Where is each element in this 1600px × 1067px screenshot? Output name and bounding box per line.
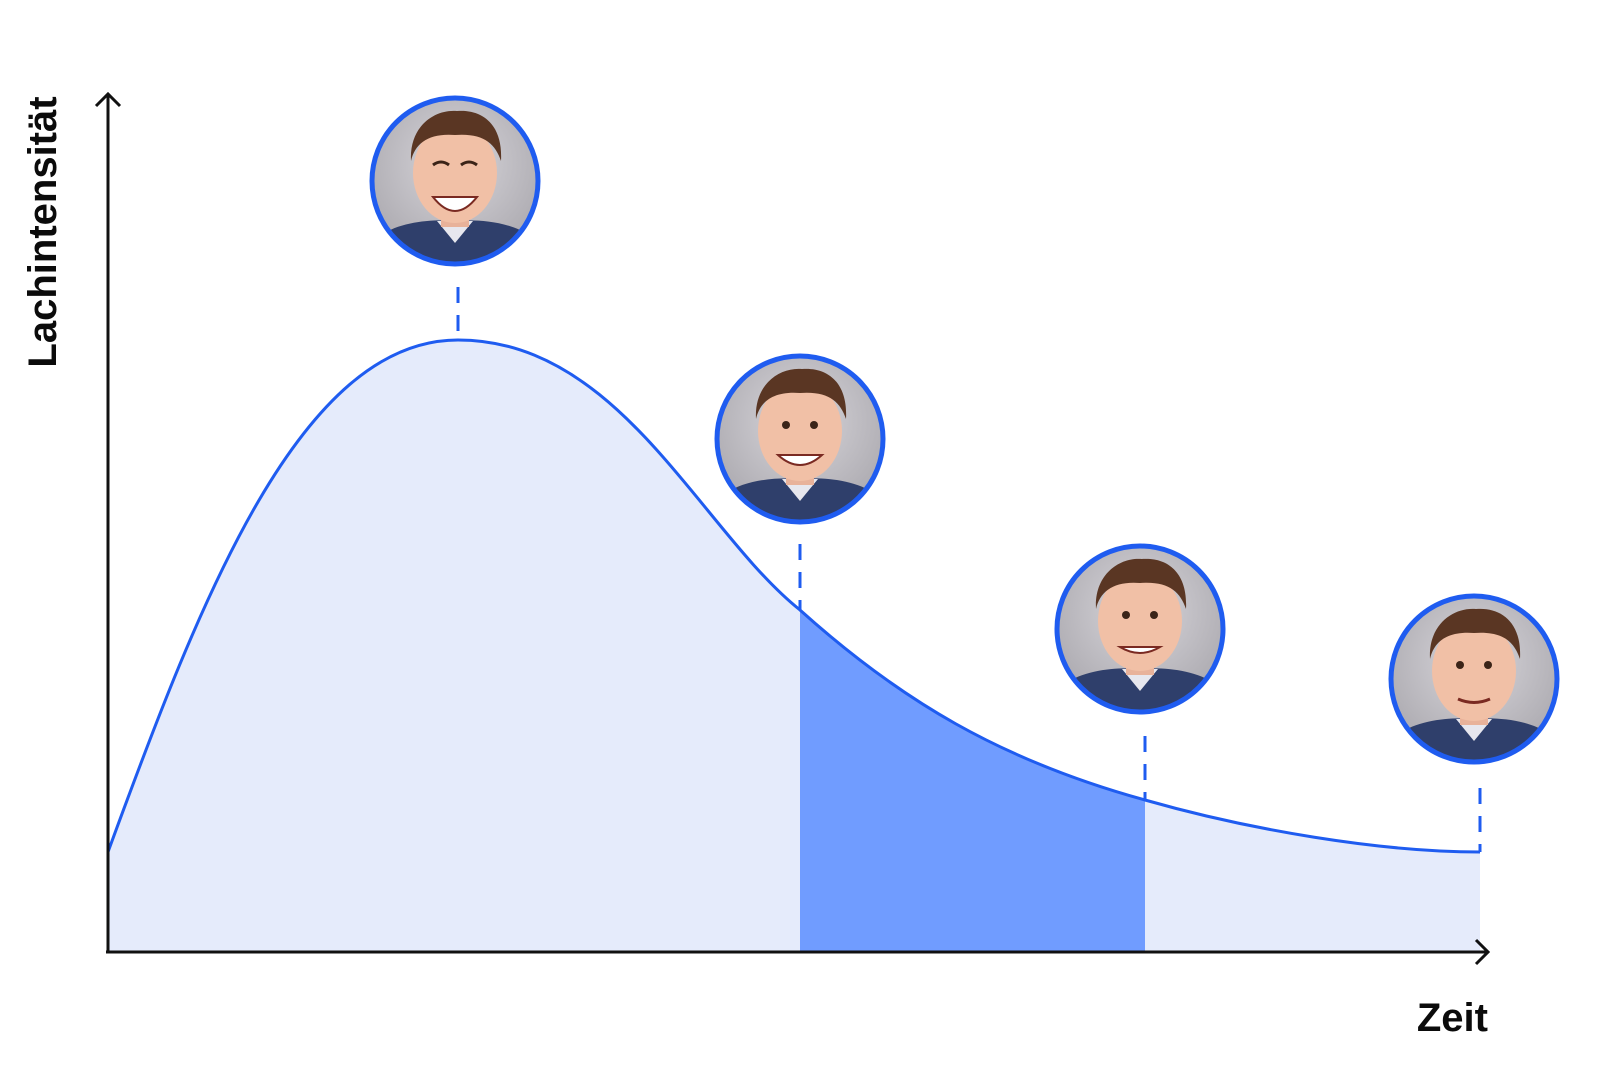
highlighted-interval bbox=[800, 610, 1145, 952]
portrait-slight-smile bbox=[1388, 593, 1560, 765]
portrait-big-laugh bbox=[369, 95, 541, 267]
x-axis-label: Zeit bbox=[1417, 996, 1488, 1040]
y-axis-label: Lachintensität bbox=[21, 96, 65, 367]
portrait-broad-grin bbox=[714, 353, 886, 525]
portrait-smile bbox=[1054, 543, 1226, 715]
y-axis bbox=[94, 91, 122, 952]
laughter-intensity-curve bbox=[106, 338, 1481, 854]
x-axis bbox=[106, 938, 1491, 966]
